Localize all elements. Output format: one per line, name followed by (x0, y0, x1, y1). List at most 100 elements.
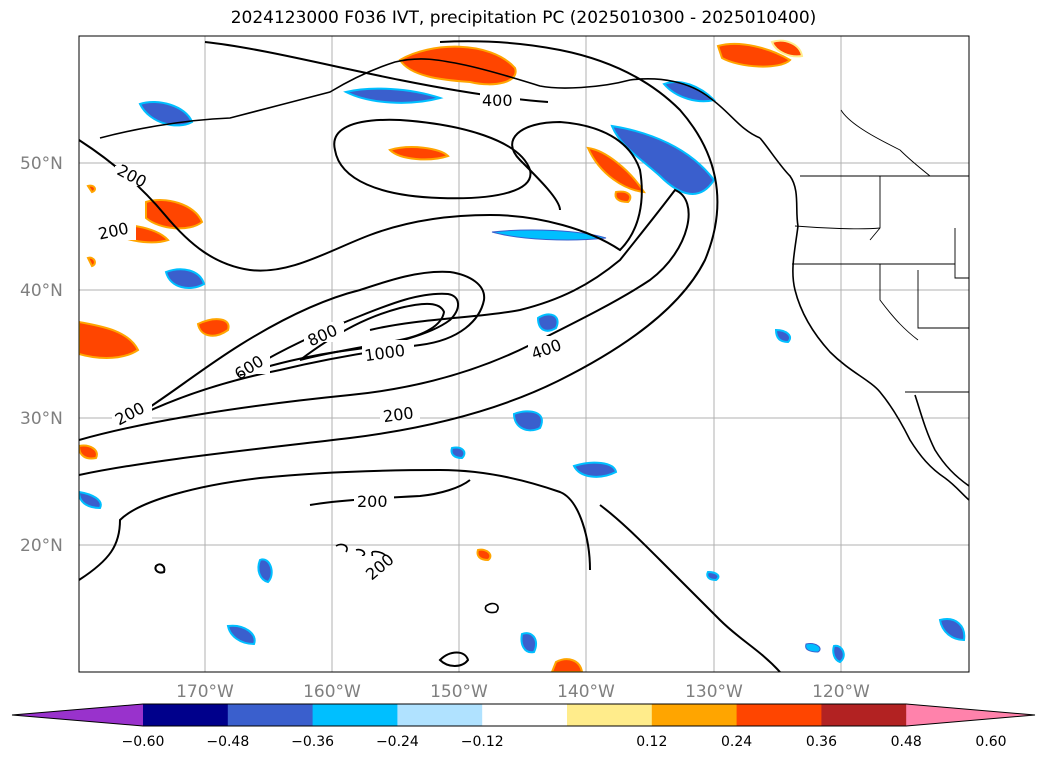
colorbar-tick-label: −0.12 (461, 734, 504, 750)
colorbar-segment (227, 704, 314, 726)
colorbar-segment (397, 704, 483, 726)
ivt-contour-200-outer (79, 40, 719, 476)
alaska-coast (99, 58, 761, 139)
canada-coast (759, 137, 799, 227)
ivt-contour-small-ring (438, 651, 470, 667)
bc-alberta-border (840, 109, 931, 177)
precip-blob (520, 632, 538, 654)
lon-label-150w: 150°W (430, 682, 488, 702)
precip-blob (388, 146, 450, 161)
ivt-contour-200-inner (333, 118, 532, 200)
ivt-label-200: 200 (357, 492, 388, 511)
ivt-label-400: 400 (482, 91, 513, 110)
wa-or-border (794, 225, 881, 230)
precip-blob (343, 87, 444, 104)
precip-blob (610, 124, 716, 195)
colorbar-tick-label: 0.24 (721, 734, 752, 750)
ivt-contour-200-west (79, 120, 643, 272)
precip-blob (145, 199, 204, 230)
ivt-contour-200-sw (309, 479, 471, 506)
colorbar-segment (312, 704, 398, 726)
precip-blob (706, 570, 720, 582)
precip-blob (476, 548, 492, 562)
lon-label-170w: 170°W (176, 682, 234, 702)
precip-blob (86, 256, 96, 268)
precip-blob (586, 146, 646, 194)
precip-blob (774, 328, 792, 344)
precip-blob (512, 410, 543, 432)
ivt-contour-200-south (79, 468, 591, 581)
precip-blob (257, 558, 273, 584)
colorbar-tick-label: 0.60 (975, 734, 1006, 750)
map-title: 2024123000 F036 IVT, precipitation PC (2… (230, 8, 817, 28)
colorbar-tick-label: 0.12 (636, 734, 667, 750)
lon-label-160w: 160°W (303, 682, 361, 702)
colorbar-tick-label: −0.60 (122, 734, 165, 750)
precip-blob (716, 42, 792, 68)
precip-blob (938, 618, 966, 642)
colorbar-outline (11, 703, 1036, 727)
colorbar-extension-low (12, 704, 143, 726)
precip-blob (79, 490, 102, 510)
political-borders (792, 109, 969, 393)
longitude-labels: 170°W 160°W 150°W 140°W 130°W 120°W (176, 682, 870, 702)
small-island (484, 602, 499, 614)
ivt-label-200: 200 (382, 403, 415, 426)
precip-blob (572, 461, 618, 478)
precip-blob (770, 39, 804, 58)
precip-blob (138, 101, 194, 127)
id-border (869, 176, 881, 241)
lat-label-40n: 40°N (20, 281, 63, 301)
colorbar-segment (651, 704, 738, 726)
lon-label-130w: 130°W (685, 682, 743, 702)
ivt-contour-400 (79, 188, 690, 441)
map-frame (78, 35, 970, 673)
lat-label-30n: 30°N (20, 409, 63, 429)
colorbar-tick-labels: −0.60 −0.48 −0.36 −0.24 −0.12 0.12 0.24 0.36 0.4… (122, 734, 1007, 750)
ivt-contour-600 (129, 270, 486, 421)
map-background (79, 36, 969, 672)
colorbar-segment (821, 704, 907, 726)
precip-blob (79, 444, 98, 460)
baja-coast (914, 394, 969, 487)
colorbar-extension-high (906, 704, 1035, 726)
precip-blob (550, 658, 584, 672)
precip-blob (226, 624, 256, 646)
colorbar-segment (736, 704, 822, 726)
precip-blob (536, 313, 559, 332)
precip-blob (196, 318, 230, 337)
ivt-contour-small-ring (154, 563, 166, 574)
lat-label-50n: 50°N (20, 154, 63, 174)
ivt-contour-1000 (299, 302, 446, 361)
precip-blob (79, 320, 140, 359)
colorbar-segment (567, 704, 653, 726)
colorbar-segment (482, 704, 568, 726)
ivt-contours (79, 40, 781, 672)
precip-blob (491, 229, 607, 241)
precip-blob (450, 446, 466, 460)
colorbar-segment (143, 704, 229, 726)
ivt-contour-200-se (599, 504, 781, 672)
colorbar-tick-label: 0.48 (891, 734, 922, 750)
lon-label-140w: 140°W (557, 682, 615, 702)
ca-nv-border (879, 264, 919, 341)
precip-blob (164, 268, 206, 289)
colorbar-tick-label: −0.48 (206, 734, 249, 750)
nv-az-border (917, 270, 969, 329)
coastlines (99, 58, 969, 614)
precip-blob (398, 45, 517, 86)
precip-blob (832, 644, 845, 664)
colorbar (11, 703, 1036, 727)
ut-border (954, 228, 969, 279)
precip-blob (614, 190, 632, 204)
colorbar-tick-label: −0.36 (291, 734, 334, 750)
lat-label-20n: 20°N (20, 536, 63, 556)
latitude-labels: 50°N 40°N 30°N 20°N (20, 154, 63, 556)
colorbar-tick-label: −0.24 (376, 734, 419, 750)
us-west-coast (792, 225, 969, 501)
colorbar-tick-label: 0.36 (806, 734, 837, 750)
precip-blob (805, 643, 821, 653)
precip-negative-areas (79, 81, 966, 664)
lon-label-120w: 120°W (812, 682, 870, 702)
